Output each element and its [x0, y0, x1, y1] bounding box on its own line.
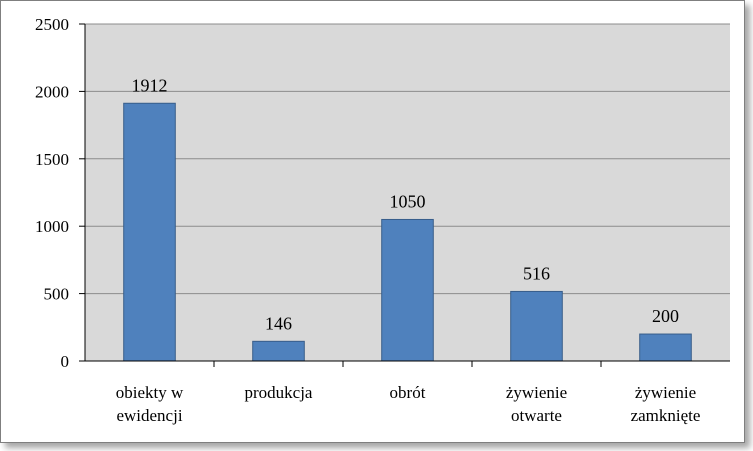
data-label: 1912	[132, 75, 168, 95]
x-category-label: obiekty w ewidencji	[116, 383, 184, 425]
bar	[252, 340, 305, 362]
bar	[381, 218, 434, 362]
x-category-label-line: żywienie	[635, 383, 696, 402]
x-category-label-line: obiekty w	[116, 383, 184, 402]
x-category-label: żywienie zamknięte	[631, 383, 701, 425]
x-category-label-line: produkcja	[245, 383, 313, 402]
data-label: 146	[265, 313, 292, 333]
bar	[510, 290, 563, 362]
data-label: 200	[652, 306, 679, 326]
y-tick-label: 1500	[35, 150, 69, 169]
bars	[123, 102, 692, 362]
bar	[639, 333, 692, 362]
y-tick-label: 500	[44, 285, 70, 304]
x-category-label-line: żywienie	[506, 383, 567, 402]
x-category-label-line: ewidencji	[116, 406, 182, 425]
x-category-label-line: zamknięte	[631, 406, 701, 425]
x-category-label: obrót	[390, 383, 426, 402]
x-category-label-line: otwarte	[511, 406, 562, 425]
x-category-label: żywienie otwarte	[506, 383, 567, 425]
y-tick-label: 0	[61, 352, 70, 371]
data-label: 516	[523, 263, 550, 283]
y-tick-label: 2000	[35, 82, 69, 101]
y-tick-label: 1000	[35, 217, 69, 236]
y-tick-label: 2500	[35, 15, 69, 34]
x-axis-labels: obiekty w ewidencji produkcja obrót żywienie…	[116, 361, 701, 425]
x-category-label: produkcja	[245, 383, 313, 402]
x-category-label-line: obrót	[390, 383, 426, 402]
data-labels: 1912 146 1050 516 200	[132, 75, 680, 333]
y-axis-ticks: 0 500 1000 1500 2000 2500	[35, 15, 85, 371]
bar	[123, 102, 176, 362]
data-label: 1050	[390, 191, 426, 211]
